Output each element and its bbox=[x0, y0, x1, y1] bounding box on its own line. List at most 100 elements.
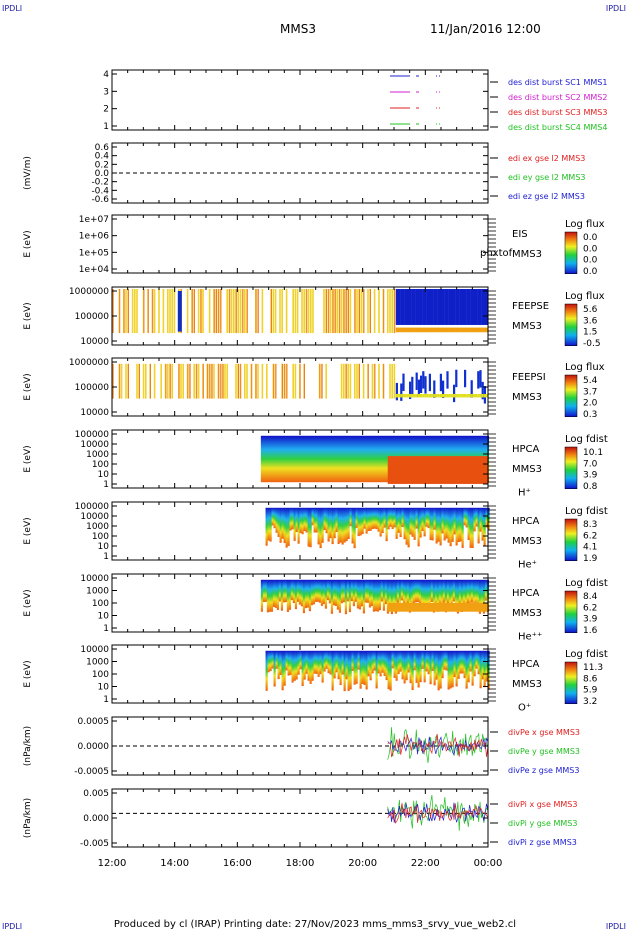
spectrogram-bin bbox=[369, 650, 372, 681]
spectrogram-bin bbox=[277, 507, 280, 537]
spectrogram-bin bbox=[449, 650, 452, 689]
spectrogram-bin bbox=[178, 363, 180, 399]
spectrogram-bin bbox=[459, 327, 462, 333]
spectrogram-bin bbox=[359, 507, 362, 536]
spectrogram-bin bbox=[286, 435, 290, 483]
spectrogram-bin bbox=[368, 579, 372, 608]
spectrogram-bin bbox=[340, 289, 343, 334]
spectrogram-bin bbox=[278, 435, 282, 483]
spectrogram-bin bbox=[127, 289, 129, 334]
spectrogram-bin bbox=[483, 327, 487, 333]
spectrogram-bin bbox=[471, 650, 474, 686]
panel-hpca-h-content bbox=[260, 435, 490, 484]
spectrogram-bin bbox=[400, 579, 404, 601]
spectrogram-bin bbox=[466, 289, 469, 325]
spectrogram-bin bbox=[329, 507, 332, 539]
spectrogram-bin bbox=[293, 507, 296, 541]
spectrogram-bin bbox=[325, 363, 327, 399]
spectrogram-bin bbox=[315, 507, 318, 533]
spectrogram-bin bbox=[423, 507, 426, 537]
spectrogram-bin bbox=[260, 579, 264, 612]
y-tick-label: 3 bbox=[103, 87, 109, 97]
spectrogram-bin bbox=[435, 507, 438, 544]
spectrogram-bin bbox=[385, 507, 388, 542]
spectrogram-bin bbox=[458, 579, 462, 606]
spectrogram-bin bbox=[189, 363, 191, 399]
spectrogram-bin bbox=[481, 393, 484, 398]
spectrogram-bin bbox=[322, 435, 326, 483]
spectrogram-bin bbox=[459, 650, 462, 674]
spectrogram-bin bbox=[272, 363, 275, 399]
spectrogram-bin bbox=[274, 579, 278, 608]
spectrogram-bin bbox=[479, 289, 482, 325]
spectrogram-bin bbox=[318, 579, 322, 603]
y-tick-label: 0.0 bbox=[95, 169, 110, 179]
spectrogram-bin bbox=[145, 363, 147, 399]
legend-label: des dist burst SC2 MMS2 bbox=[508, 93, 607, 102]
spectrogram-bin bbox=[448, 289, 451, 325]
spectrogram-bin bbox=[450, 393, 453, 398]
spectrogram-bin bbox=[333, 650, 336, 679]
spectrogram-bin bbox=[153, 289, 156, 334]
spectrogram-bin bbox=[442, 380, 445, 399]
spectrogram-bin bbox=[391, 363, 393, 399]
spectrogram-bin bbox=[321, 363, 323, 399]
spectrogram-bin bbox=[483, 393, 486, 398]
panel-label: HPCA bbox=[512, 516, 540, 527]
spectrogram-bin bbox=[435, 327, 438, 333]
spectrogram-bin bbox=[479, 507, 482, 532]
spectrogram-bin bbox=[371, 650, 374, 674]
spectrogram-bin bbox=[437, 650, 440, 691]
colorbar-tick-label: 5.9 bbox=[583, 686, 598, 696]
spectrogram-bin bbox=[317, 507, 320, 545]
spectrogram-bin bbox=[478, 579, 482, 614]
colorbar-tick-label: 11.3 bbox=[583, 663, 603, 673]
y-tick-label: 1000 bbox=[86, 587, 109, 597]
spectrogram-bin bbox=[424, 393, 427, 398]
x-tick-label: 20:00 bbox=[348, 858, 377, 869]
spectrogram-bin bbox=[413, 650, 416, 671]
spectrogram-bin bbox=[149, 363, 151, 399]
spectrogram-bin bbox=[380, 579, 384, 602]
spectrogram-bin bbox=[347, 289, 349, 334]
spectrogram-bin bbox=[202, 289, 204, 334]
panel-label: FEEPSI bbox=[512, 372, 546, 383]
spectrogram-bin bbox=[464, 289, 467, 325]
spectrogram-bin bbox=[411, 376, 414, 395]
spectrogram-bin bbox=[461, 507, 464, 548]
spectrogram-bin bbox=[373, 289, 376, 334]
spectrogram-bin bbox=[272, 435, 276, 483]
spectrogram-bin bbox=[460, 579, 464, 613]
panel-divpi-content bbox=[112, 794, 489, 831]
spectrogram-bin bbox=[270, 435, 274, 483]
spectrogram-bin bbox=[328, 435, 332, 483]
spectrogram-bin bbox=[405, 650, 408, 681]
spectrogram-bin bbox=[402, 373, 405, 391]
spectrogram-bin bbox=[358, 289, 360, 334]
spectrogram-bin bbox=[316, 435, 320, 483]
spectrogram-bin bbox=[448, 327, 451, 333]
spectrogram-bin bbox=[271, 650, 274, 669]
spectrogram-bin bbox=[284, 579, 288, 603]
spectrogram-bin bbox=[147, 289, 149, 334]
spectrogram-bin bbox=[257, 289, 259, 334]
spectrogram-bin bbox=[142, 289, 145, 334]
spectrogram-bin bbox=[439, 650, 442, 689]
spectrogram-bin bbox=[444, 289, 447, 325]
colorbar-tick-label: 8.3 bbox=[583, 520, 597, 530]
spectrogram-bin bbox=[477, 507, 480, 544]
spectrogram-bin bbox=[281, 507, 284, 539]
spectrogram-bin bbox=[455, 393, 458, 398]
spectrogram-bin bbox=[364, 435, 368, 483]
spectrogram-bin bbox=[136, 363, 138, 399]
spectrogram-bin bbox=[455, 327, 458, 333]
spectrogram-bin bbox=[164, 363, 167, 399]
spectrogram-bin bbox=[219, 363, 222, 399]
spectrogram-bin bbox=[481, 289, 484, 325]
spectrogram-bin bbox=[410, 579, 414, 609]
spectrogram-bin bbox=[391, 507, 394, 529]
spectrogram-bin bbox=[455, 289, 458, 325]
spectrogram-bin bbox=[422, 371, 425, 389]
spectrogram-bin bbox=[304, 579, 308, 609]
spectrogram-bin bbox=[380, 435, 384, 483]
